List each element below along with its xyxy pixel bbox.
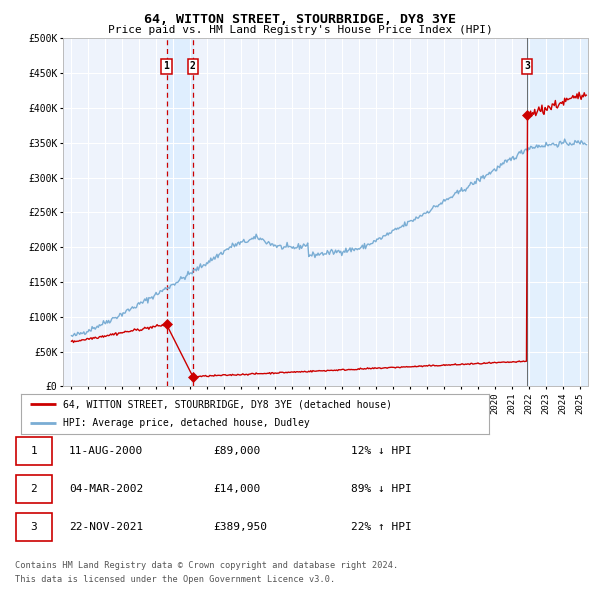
Bar (527, 38, 588, 386)
Text: Price paid vs. HM Land Registry's House Price Index (HPI): Price paid vs. HM Land Registry's House … (107, 25, 493, 35)
Text: Contains HM Land Registry data © Crown copyright and database right 2024.: Contains HM Land Registry data © Crown c… (15, 561, 398, 570)
Text: 2: 2 (190, 61, 196, 71)
Text: £89,000: £89,000 (213, 446, 260, 456)
Text: This data is licensed under the Open Government Licence v3.0.: This data is licensed under the Open Gov… (15, 575, 335, 584)
Text: 1: 1 (30, 446, 37, 456)
Text: 64, WITTON STREET, STOURBRIDGE, DY8 3YE (detached house): 64, WITTON STREET, STOURBRIDGE, DY8 3YE … (63, 399, 392, 409)
FancyBboxPatch shape (16, 513, 52, 541)
Text: 89% ↓ HPI: 89% ↓ HPI (351, 484, 412, 494)
Text: 2: 2 (30, 484, 37, 494)
Text: 64, WITTON STREET, STOURBRIDGE, DY8 3YE: 64, WITTON STREET, STOURBRIDGE, DY8 3YE (144, 13, 456, 26)
Text: 1: 1 (164, 61, 169, 71)
Text: 04-MAR-2002: 04-MAR-2002 (69, 484, 143, 494)
FancyBboxPatch shape (16, 474, 52, 503)
Text: 11-AUG-2000: 11-AUG-2000 (69, 446, 143, 456)
Text: £14,000: £14,000 (213, 484, 260, 494)
Text: 3: 3 (30, 522, 37, 532)
Text: £389,950: £389,950 (213, 522, 267, 532)
Text: 22-NOV-2021: 22-NOV-2021 (69, 522, 143, 532)
FancyBboxPatch shape (16, 437, 52, 465)
Text: 22% ↑ HPI: 22% ↑ HPI (351, 522, 412, 532)
Text: HPI: Average price, detached house, Dudley: HPI: Average price, detached house, Dudl… (63, 418, 310, 428)
Text: 3: 3 (524, 61, 530, 71)
Text: 12% ↓ HPI: 12% ↓ HPI (351, 446, 412, 456)
Bar (167, 38, 193, 386)
